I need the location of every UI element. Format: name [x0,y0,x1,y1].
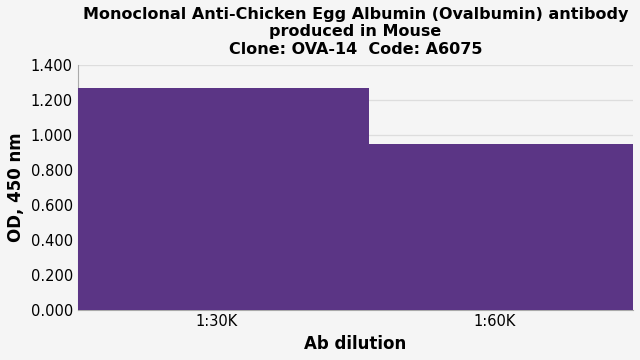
Title: Monoclonal Anti-Chicken Egg Albumin (Ovalbumin) antibody
produced in Mouse
Clone: Monoclonal Anti-Chicken Egg Albumin (Ova… [83,7,628,57]
X-axis label: Ab dilution: Ab dilution [304,335,406,353]
Bar [64,89,369,310]
Y-axis label: OD, 450 nm: OD, 450 nm [7,132,25,242]
Bar [342,144,640,310]
